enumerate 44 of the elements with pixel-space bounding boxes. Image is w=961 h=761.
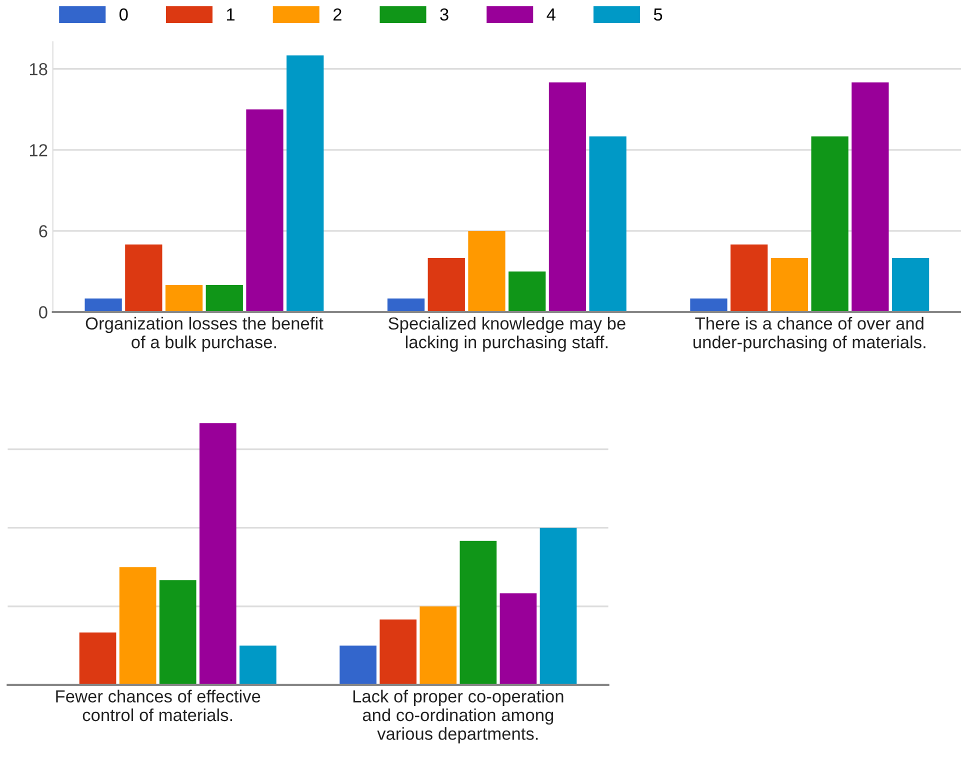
bar [165, 284, 203, 312]
bar [286, 55, 324, 312]
bar [460, 540, 497, 685]
bar [892, 258, 930, 312]
bar [690, 298, 728, 312]
legend-label: 5 [654, 8, 662, 21]
x-tick-label: Specialized knowledge may be lacking in purchasing staff. [388, 316, 626, 352]
bar [770, 258, 808, 312]
bar [240, 646, 276, 685]
bar [119, 567, 156, 685]
bar [500, 593, 537, 685]
y-tick-label: 12 [30, 144, 48, 156]
y-tick-label: 18 [30, 63, 48, 76]
bar [468, 230, 506, 312]
legend-label: 1 [227, 8, 235, 20]
bar [428, 258, 465, 312]
bar [125, 244, 162, 312]
bar [540, 528, 577, 685]
bar [84, 298, 122, 312]
legend-label: 2 [333, 8, 342, 20]
x-tick-label: There is a chance of over and under-purchasing of materials. [694, 316, 926, 352]
bar [811, 136, 848, 312]
bar [206, 284, 243, 312]
bar [508, 271, 546, 312]
x-tick-label: Fewer chances of effective control of materials. [56, 690, 260, 722]
bar [387, 298, 425, 312]
x-tick-label: Organization losses the benefit of a bulk purchase. [86, 316, 324, 352]
bar [380, 619, 417, 685]
bar [199, 423, 236, 685]
bar [79, 632, 116, 685]
bar [730, 244, 768, 312]
bar [852, 82, 889, 312]
bar [548, 82, 586, 312]
legend-label: 4 [546, 8, 556, 20]
x-tick-label: Lack of proper co-operation and co-ordination among various departments. [353, 690, 564, 744]
bar [159, 580, 196, 685]
bar [340, 646, 376, 685]
y-tick-label: 0 [39, 306, 48, 318]
y-tick-label: 6 [39, 225, 48, 238]
bar [589, 136, 626, 312]
bar [420, 606, 457, 685]
legend-label: 3 [440, 8, 448, 21]
bar [246, 109, 284, 312]
legend-label: 0 [120, 8, 128, 21]
